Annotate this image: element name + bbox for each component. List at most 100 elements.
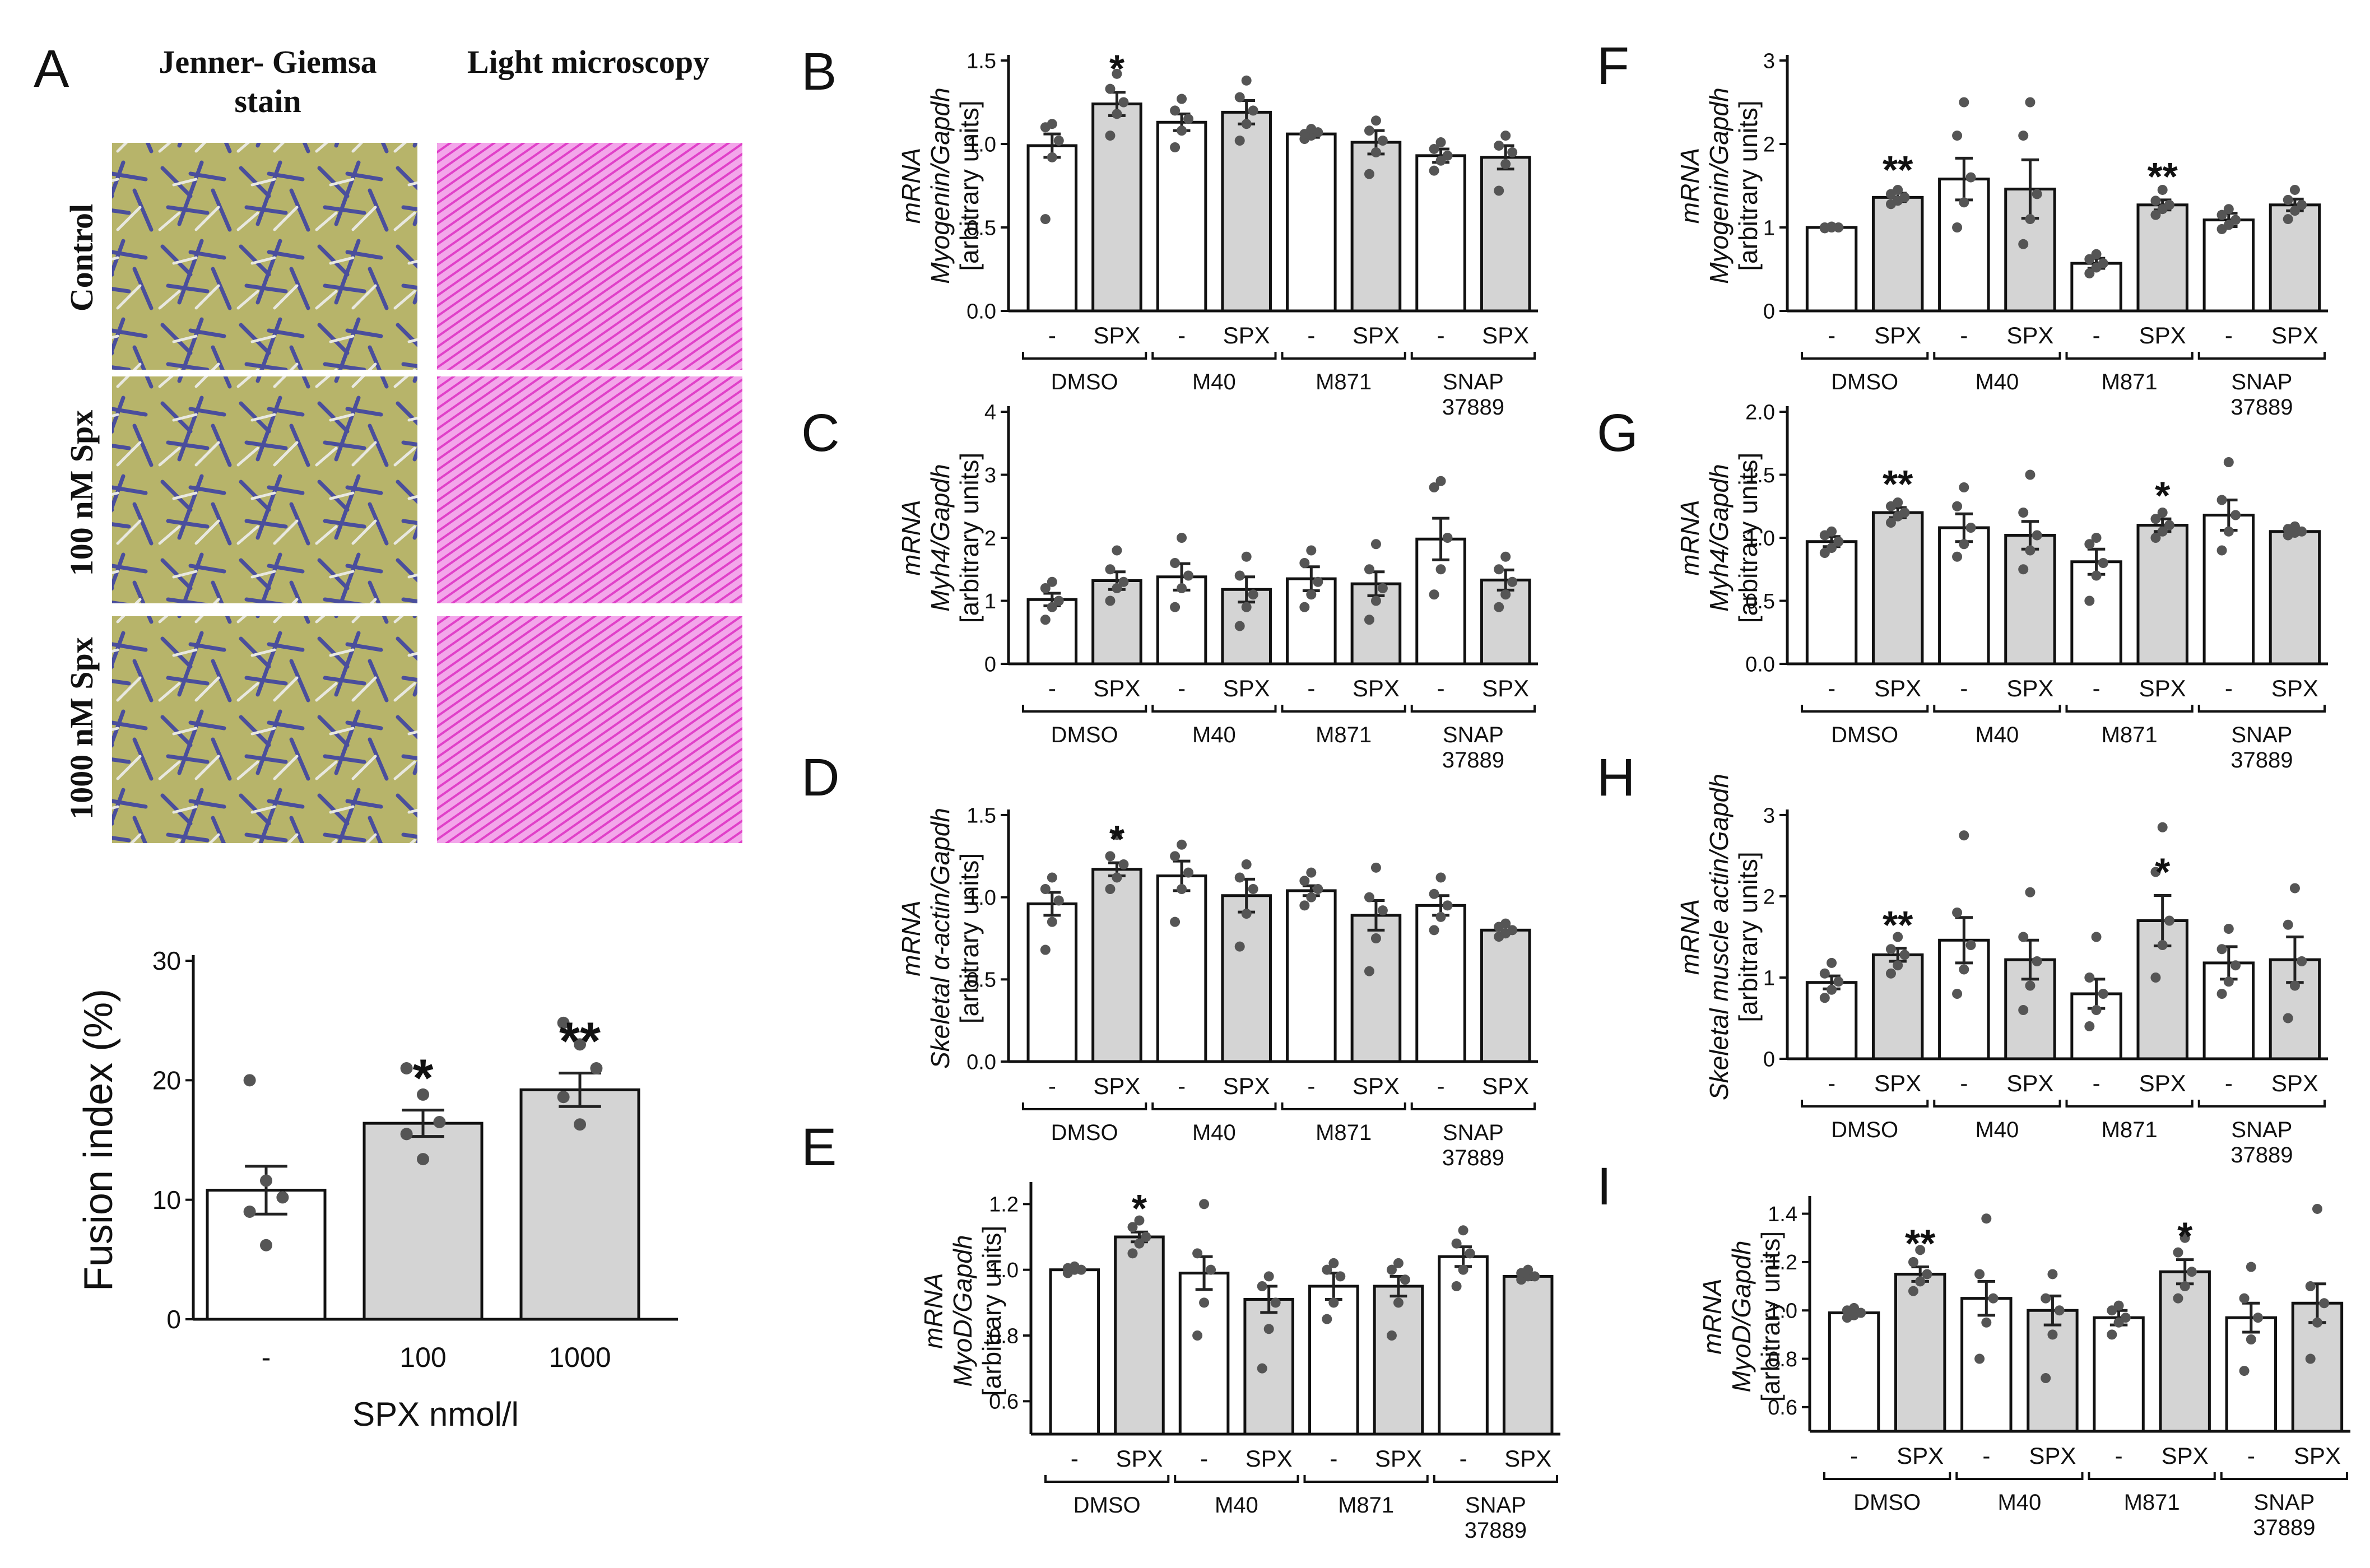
g-data-point	[1893, 497, 1903, 508]
c-data-point	[1118, 576, 1129, 587]
g-y-tick-label: 0.5	[1745, 590, 1775, 613]
d-group-label: M40	[1192, 1120, 1236, 1145]
d-data-point	[1047, 872, 1057, 883]
i-y-axis-label: [arbitrary units]	[1756, 1231, 1785, 1402]
h-group-bracket	[2197, 1100, 2326, 1108]
a-y-tick-label: 0	[166, 1305, 181, 1334]
h-significance-mark: **	[1883, 903, 1913, 947]
i-data-point	[2047, 1329, 2058, 1340]
g-y-tick-label: 2.0	[1745, 401, 1775, 424]
c-data-point	[1112, 583, 1122, 593]
h-data-point	[1893, 932, 1903, 942]
h-category-label: SPX	[2006, 1070, 2053, 1096]
i-bar	[2027, 1309, 2079, 1433]
e-data-point	[1386, 1264, 1397, 1275]
c-y-tick-label: 0	[984, 653, 996, 676]
a-data-point	[400, 1128, 413, 1141]
f-group-bracket	[1933, 352, 2061, 360]
f-y-tick-label: 2	[1763, 133, 1775, 156]
d-data-point	[1370, 862, 1381, 873]
h-data-point	[2223, 924, 2234, 934]
h-data-point	[2018, 1005, 2029, 1015]
i-data-point	[1981, 1213, 1992, 1224]
row-label-control: Control	[63, 204, 100, 311]
g-data-point	[2098, 558, 2108, 568]
h-bar	[1805, 981, 1858, 1060]
g-category-label: SPX	[2139, 675, 2186, 701]
e-bar	[1438, 1255, 1489, 1436]
a-y-tick-label: 20	[152, 1066, 181, 1095]
b-data-point	[1306, 124, 1317, 134]
b-data-point	[1105, 131, 1116, 141]
d-data-point	[1377, 905, 1388, 916]
b-data-point	[1364, 125, 1374, 136]
c-data-point	[1241, 602, 1252, 612]
i-data-point	[2113, 1300, 2124, 1311]
f-data-point	[2157, 184, 2168, 195]
panel-label-c: C	[801, 403, 840, 463]
e-data-point	[1069, 1261, 1080, 1272]
b-category-label: -	[1178, 322, 1186, 348]
d-data-point	[1170, 916, 1181, 927]
h-data-point	[2283, 1013, 2293, 1023]
d-group-bracket	[1022, 1102, 1147, 1110]
f-category-label: SPX	[2271, 322, 2318, 348]
a-bar	[363, 1122, 484, 1321]
g-y-tick-label: 1.0	[1745, 527, 1775, 550]
g-data-point	[1959, 482, 1969, 492]
c-group-label: SNAP	[1443, 723, 1504, 747]
h-group-label: 37889	[2230, 1143, 2293, 1167]
d-y-tick-label: 1.5	[966, 804, 996, 827]
e-data-point	[1263, 1271, 1274, 1282]
i-data-point	[1974, 1353, 1985, 1364]
d-data-point	[1313, 884, 1323, 894]
f-group-label: SNAP	[2231, 370, 2292, 394]
f-bar	[2136, 203, 2188, 313]
i-data-point	[1981, 1317, 1992, 1328]
b-data-point	[1170, 142, 1181, 152]
g-data-point	[2150, 533, 2161, 543]
e-bar	[1502, 1274, 1554, 1436]
h-data-point	[2216, 989, 2227, 999]
i-data-point	[2180, 1281, 2190, 1292]
d-data-point	[1507, 925, 1518, 936]
g-group-bracket	[1801, 705, 1929, 713]
b-data-point	[1112, 68, 1122, 79]
d-data-point	[1040, 944, 1051, 955]
d-data-point	[1241, 909, 1252, 919]
e-data-point	[1523, 1264, 1533, 1275]
b-data-point	[1429, 165, 1439, 176]
h-data-point	[2230, 960, 2241, 971]
f-data-point	[1965, 172, 1976, 183]
g-data-point	[1959, 539, 1969, 550]
i-data-point	[2319, 1298, 2330, 1309]
b-y-axis-label: Myogenin/Gapdh	[926, 87, 955, 283]
f-category-label: -	[1828, 322, 1835, 348]
i-data-point	[2246, 1262, 2256, 1272]
f-group-bracket	[2197, 352, 2326, 360]
i-data-point	[2253, 1313, 2264, 1323]
b-category-label: SPX	[1353, 322, 1400, 348]
c-group-bracket	[1151, 705, 1277, 713]
f-data-point	[2098, 258, 2108, 269]
b-bar	[1221, 110, 1272, 313]
c-data-point	[1105, 564, 1116, 575]
c-category-label: -	[1178, 675, 1186, 701]
e-data-point	[1465, 1248, 1475, 1259]
b-data-point	[1170, 105, 1181, 116]
h-data-point	[2150, 973, 2161, 983]
d-data-point	[1429, 888, 1439, 899]
h-category-label: -	[1960, 1070, 1968, 1096]
c-data-point	[1241, 551, 1252, 562]
b-y-axis-label: mRNA	[896, 148, 926, 224]
h-data-point	[2283, 919, 2293, 930]
h-data-point	[1827, 957, 1837, 968]
b-y-tick-label: 1.5	[966, 49, 996, 73]
col-header-jenner: Jenner- Giemsa	[159, 44, 377, 80]
g-data-point	[1885, 518, 1896, 528]
h-data-point	[1827, 984, 1837, 995]
a-data-point	[417, 1088, 429, 1101]
b-group-label: SNAP	[1443, 370, 1504, 394]
e-group-label: 37889	[1465, 1518, 1527, 1543]
a-y-tick-label: 10	[152, 1185, 181, 1215]
